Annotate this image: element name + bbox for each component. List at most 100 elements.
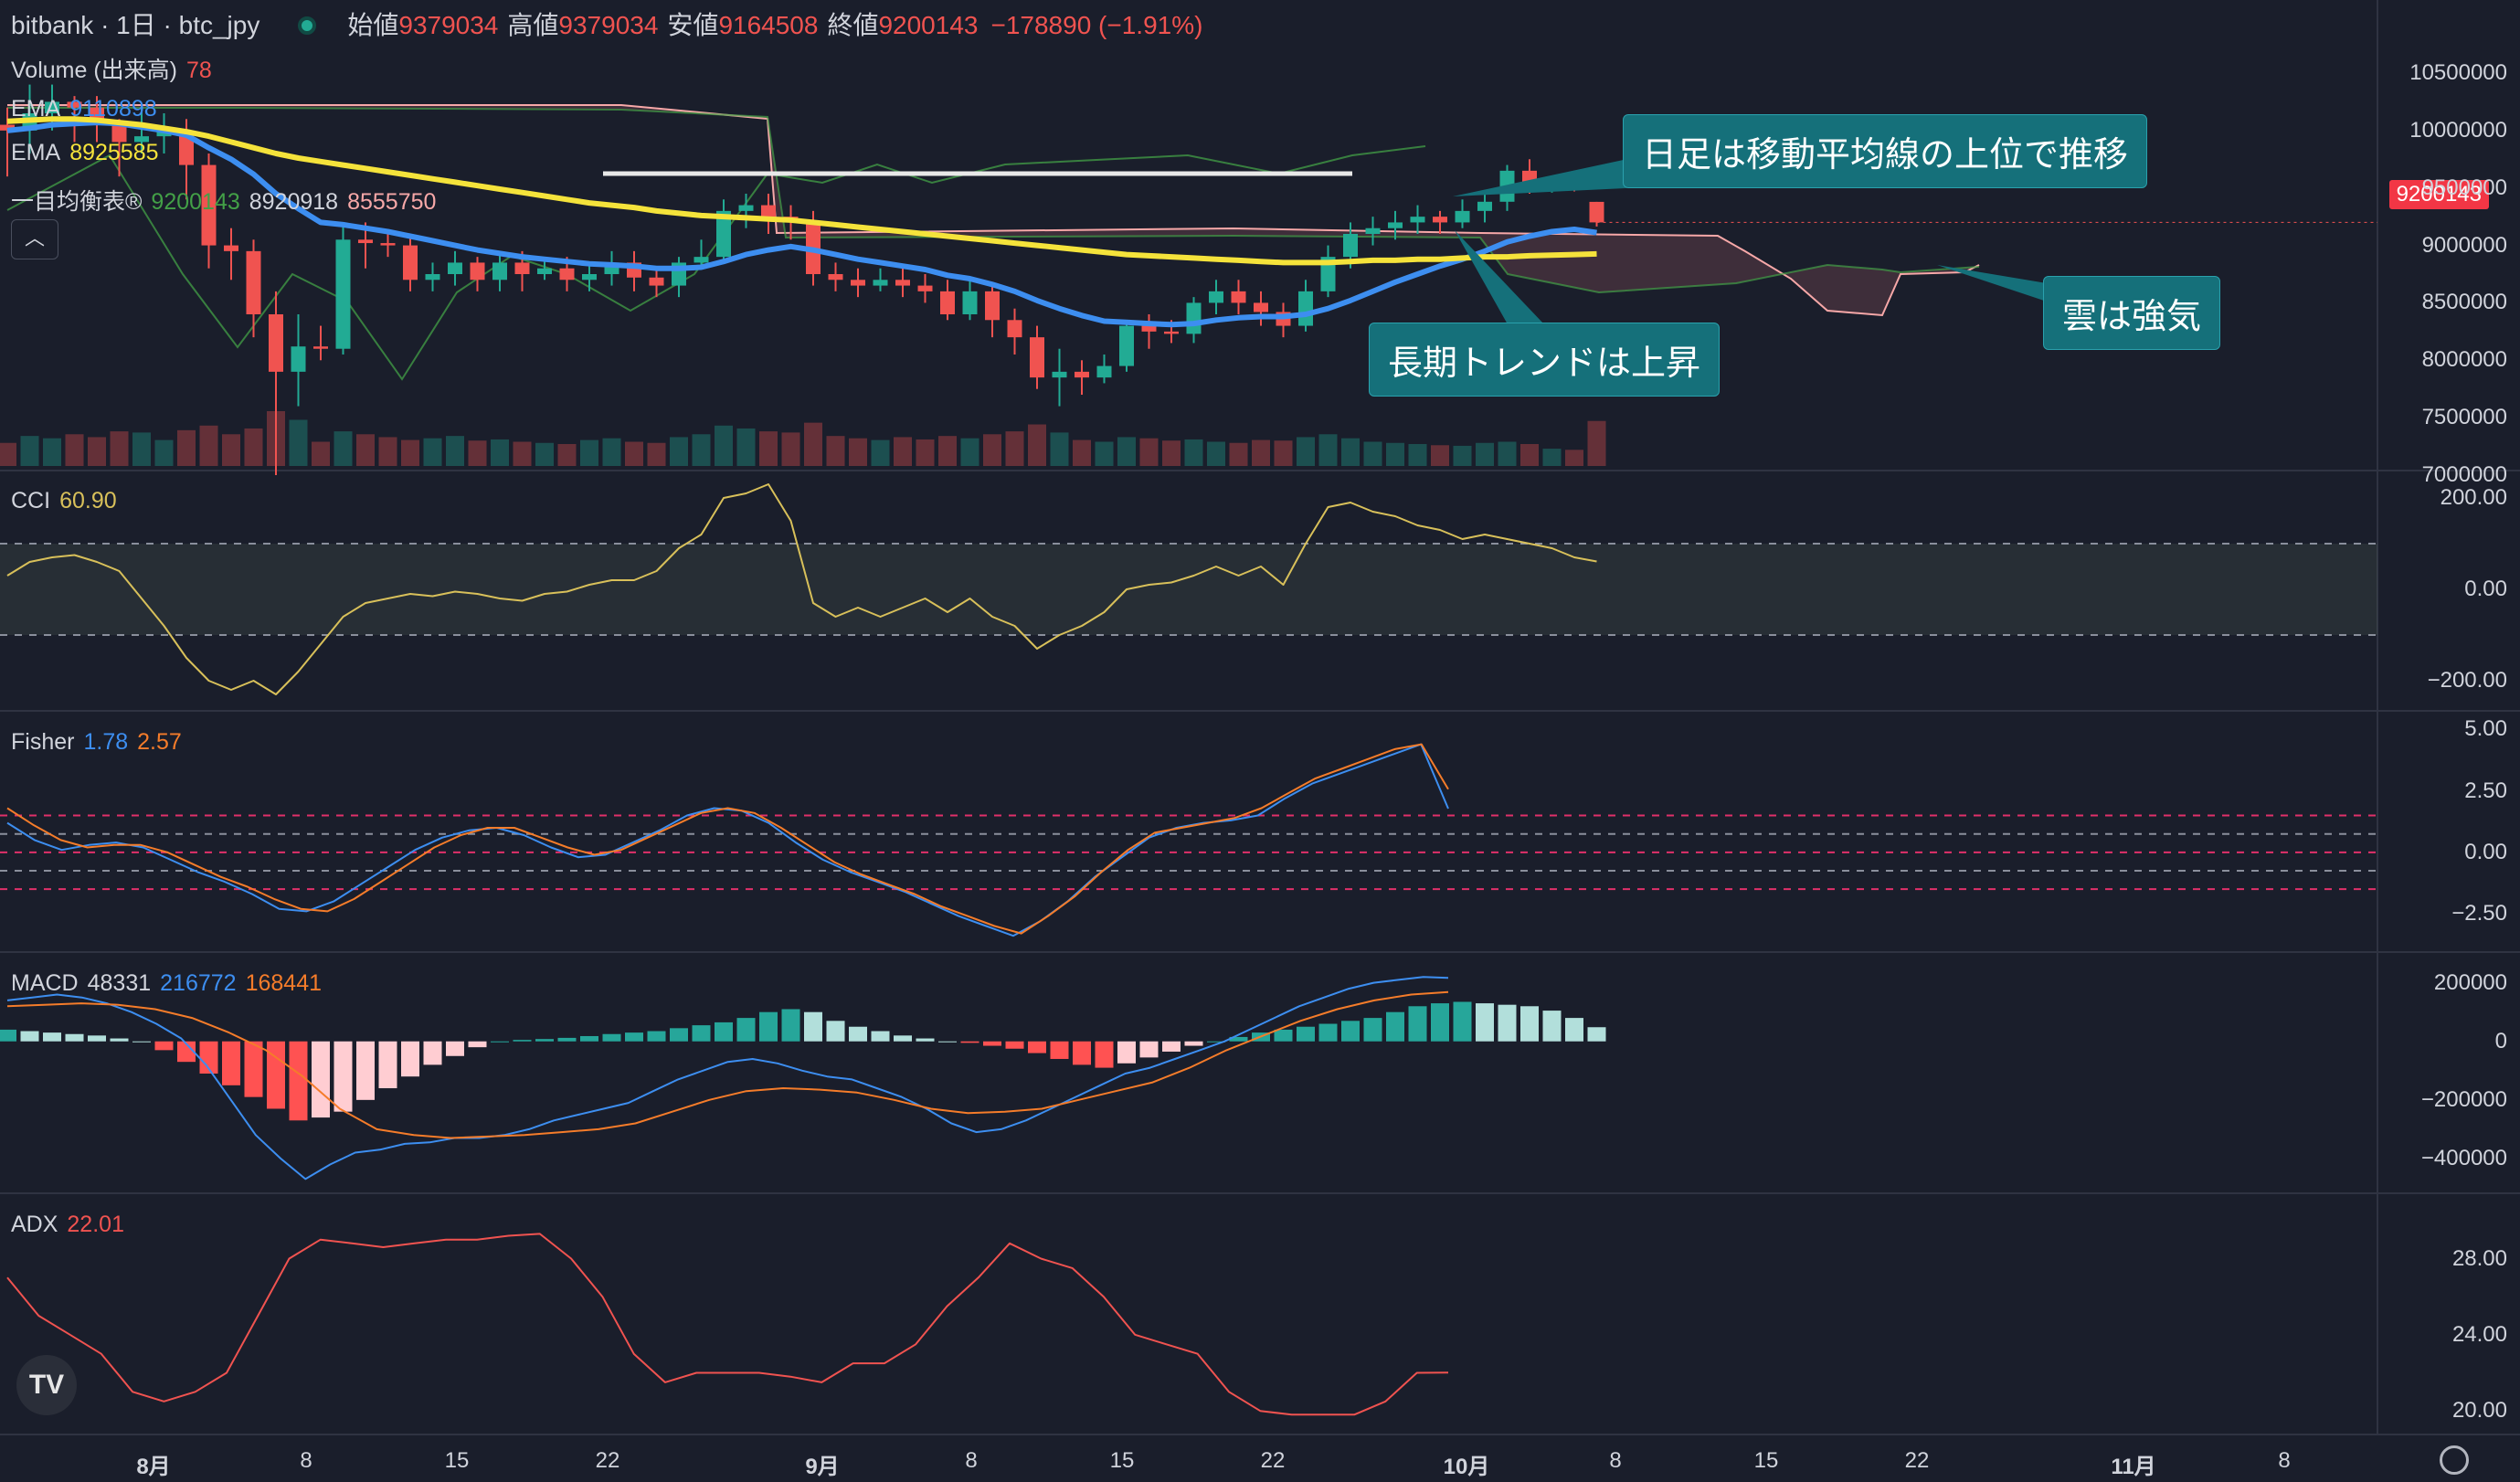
symbol-title[interactable]: bitbank · 1日 · btc_jpy (11, 11, 260, 39)
macd-histogram-bar (1408, 1006, 1427, 1042)
candle-body (1589, 201, 1604, 223)
candle-body (582, 274, 597, 281)
candle-body (358, 239, 373, 244)
macd-histogram-bar (1095, 1041, 1114, 1068)
fisher-legend[interactable]: Fisher 1.78 2.57 (11, 729, 191, 756)
time-axis-tick: 22 (1904, 1448, 1930, 1473)
legend-value: 78 (185, 58, 212, 83)
macd-histogram-bar (65, 1033, 84, 1042)
cci-legend[interactable]: CCI 60.90 (11, 488, 126, 514)
candle-body (1096, 365, 1112, 378)
annotation-above-ma[interactable]: 日足は移動平均線の上位で推移 (1623, 114, 2148, 188)
price-axis-tick: 9500000 (2421, 175, 2507, 200)
volume-bar (1431, 445, 1449, 466)
candle-body (246, 250, 261, 314)
volume-bar (88, 437, 106, 466)
candle-body (985, 291, 1000, 321)
high-value: 9379034 (558, 11, 659, 39)
macd-histogram-bar (1565, 1018, 1583, 1042)
volume-bar (1386, 442, 1404, 466)
candle-body (1231, 291, 1246, 303)
close-value: 9200143 (878, 11, 979, 39)
indicator-axis-tick: 200000 (2433, 969, 2507, 995)
volume-bar (1587, 420, 1606, 466)
tradingview-logo-icon[interactable]: TV (16, 1355, 77, 1415)
volume-bar (983, 434, 1001, 466)
indicator-axis-tick: 20.00 (2451, 1398, 2507, 1424)
legend-value-3: 8555750 (347, 189, 437, 215)
annotation-cloud-bullish[interactable]: 雲は強気 (2043, 276, 2221, 350)
volume-bar (1095, 441, 1114, 466)
market-status-icon (298, 16, 317, 36)
legend-name: 一目均衡表® (11, 189, 143, 215)
candle-body (649, 277, 664, 286)
legend-value-1: 9200143 (151, 189, 240, 215)
gear-icon[interactable] (2440, 1445, 2469, 1475)
volume-bar (1498, 441, 1517, 466)
ichimoku-legend[interactable]: 一目均衡表® 9200143 8920918 8555750 (11, 184, 445, 217)
indicator-axis-tick: 200.00 (2440, 485, 2507, 510)
macd-histogram-bar (43, 1032, 61, 1042)
collapse-legend-button[interactable]: ︿ (11, 219, 58, 259)
candle-body (448, 262, 462, 274)
indicator-axis-tick: 0.00 (2464, 577, 2507, 601)
macd-histogram-bar (20, 1031, 39, 1042)
volume-bar (1028, 424, 1046, 466)
candle-body (1052, 371, 1067, 378)
volume-legend[interactable]: Volume (出来高) 78 (11, 52, 221, 85)
price-axis-tick: 7000000 (2421, 462, 2507, 487)
legend-name: Volume (出来高) (11, 58, 177, 83)
candle-body (45, 101, 59, 113)
volume-bar (960, 438, 979, 466)
open-label: 始値 (347, 11, 399, 39)
macd-histogram-bar (1229, 1036, 1248, 1042)
candle-body (134, 136, 149, 143)
adx-line (6, 1233, 1449, 1416)
macd-histogram-bar (356, 1041, 375, 1100)
volume-bar (468, 440, 487, 466)
candle-body (1388, 222, 1403, 228)
annotation-pointer (1937, 265, 2047, 302)
ema-slow-legend[interactable]: EMA 8925585 (11, 140, 168, 166)
legend-name: EMA (11, 96, 61, 122)
macd-legend[interactable]: MACD 48331 216772 168441 (11, 970, 331, 997)
adx-legend[interactable]: ADX 22.01 (11, 1212, 133, 1238)
candle-body (1075, 371, 1089, 378)
volume-bar (1117, 437, 1136, 466)
macd-line (6, 976, 1449, 1180)
volume-bar (312, 441, 330, 466)
candle-body (962, 291, 978, 314)
candle-body (1007, 320, 1022, 338)
macd-histogram-bar (1117, 1041, 1136, 1064)
time-axis-tick: 15 (444, 1448, 470, 1473)
legend-value-1: 1.78 (83, 729, 129, 755)
candle-body (761, 205, 776, 217)
volume-bar (1252, 439, 1270, 466)
indicator-axis-tick: 0.00 (2464, 839, 2507, 864)
volume-bar (894, 437, 912, 466)
legend-value-2: 216772 (160, 970, 237, 996)
volume-bar (154, 439, 174, 466)
legend-name: MACD (11, 970, 79, 996)
volume-bar (491, 439, 509, 466)
candle-body (851, 280, 865, 286)
macd-histogram-bar (781, 1009, 800, 1042)
cci-band (0, 544, 2377, 635)
volume-bar (356, 434, 375, 466)
macd-histogram-bar (647, 1031, 666, 1042)
candle-body (269, 314, 283, 372)
macd-histogram-bar (1274, 1029, 1293, 1042)
time-axis-tick: 22 (595, 1448, 620, 1473)
annotation-long-trend[interactable]: 長期トレンドは上昇 (1369, 323, 1721, 397)
fisher-line (6, 743, 1449, 937)
macd-histogram-bar (446, 1041, 464, 1056)
macd-histogram-bar (1431, 1003, 1449, 1042)
macd-histogram-bar (154, 1041, 174, 1051)
close-label: 終値 (827, 11, 879, 39)
volume-bar (289, 419, 308, 466)
macd-histogram-bar (535, 1039, 554, 1042)
candle-body (1141, 325, 1157, 332)
ema-fast-legend[interactable]: EMA 9110898 (11, 96, 166, 122)
